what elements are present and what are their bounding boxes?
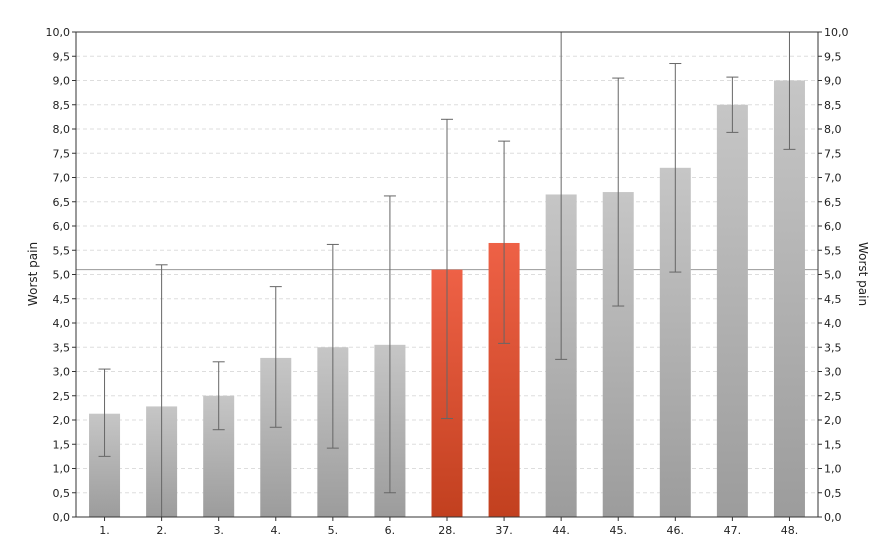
x-tick-label: 48. xyxy=(781,524,799,537)
x-tick-label: 4. xyxy=(271,524,282,537)
y-tick-label: 0,0 xyxy=(824,511,842,524)
y-tick-label: 7,5 xyxy=(53,147,71,160)
y-tick-label: 7,0 xyxy=(53,172,71,185)
x-tick-label: 3. xyxy=(213,524,224,537)
x-tick-label: 44. xyxy=(552,524,570,537)
error-bars xyxy=(98,31,796,518)
y-tick-label: 10,0 xyxy=(824,26,849,39)
y-tick-label: 10,0 xyxy=(46,26,71,39)
y-tick-label: 2,5 xyxy=(824,390,842,403)
bar xyxy=(716,104,748,517)
y-tick-label: 8,0 xyxy=(53,123,71,136)
y-tick-label: 1,0 xyxy=(824,463,842,476)
y-axis-right-label: Worst pain xyxy=(856,242,870,306)
y-tick-label: 4,0 xyxy=(824,317,842,330)
y-tick-label: 3,5 xyxy=(53,341,71,354)
y-tick-label: 1,5 xyxy=(53,438,71,451)
y-tick-label: 8,0 xyxy=(824,123,842,136)
y-tick-label: 1,5 xyxy=(824,438,842,451)
y-tick-label: 5,5 xyxy=(53,244,71,257)
y-tick-label: 0,5 xyxy=(53,487,71,500)
y-tick-label: 5,0 xyxy=(53,269,71,282)
y-axis-right-ticks: 0,0 0,5 1,0 1,5 2,0 2,5 3,0 3,5 4,0 4,5 5,0 5,5 6,0 6… xyxy=(818,26,849,524)
y-tick-label: 6,0 xyxy=(53,220,71,233)
y-tick-label: 2,0 xyxy=(53,414,71,427)
x-tick-label: 5. xyxy=(328,524,339,537)
y-tick-label: 3,5 xyxy=(824,341,842,354)
y-tick-label: 9,0 xyxy=(53,75,71,88)
y-tick-label: 0,5 xyxy=(824,487,842,500)
y-tick-label: 3,0 xyxy=(53,366,71,379)
y-tick-label: 4,5 xyxy=(53,293,71,306)
y-axis-left-ticks: 0,0 0,5 1,0 1,5 2,0 2,5 3,0 3,5 4,0 4,5 5,0 5,5 6,0 6… xyxy=(46,26,76,524)
x-axis-ticks: 1. 2. 3. 4. 5. 6. 28. 37. 44. 45. 46. 47. 48. xyxy=(99,517,798,537)
y-tick-label: 6,5 xyxy=(824,196,842,209)
x-tick-label: 46. xyxy=(667,524,685,537)
y-tick-label: 2,5 xyxy=(53,390,71,403)
y-tick-label: 0,0 xyxy=(53,511,71,524)
x-tick-label: 2. xyxy=(156,524,167,537)
y-tick-label: 9,0 xyxy=(824,75,842,88)
y-tick-label: 4,0 xyxy=(53,317,71,330)
y-tick-label: 7,5 xyxy=(824,147,842,160)
y-tick-label: 9,5 xyxy=(53,50,71,63)
x-tick-label: 37. xyxy=(495,524,513,537)
y-tick-label: 8,5 xyxy=(53,99,71,112)
y-tick-label: 8,5 xyxy=(824,99,842,112)
y-tick-label: 6,5 xyxy=(53,196,71,209)
x-tick-label: 1. xyxy=(99,524,110,537)
y-tick-label: 7,0 xyxy=(824,172,842,185)
bar xyxy=(773,80,805,517)
y-tick-label: 4,5 xyxy=(824,293,842,306)
x-tick-label: 6. xyxy=(385,524,396,537)
y-tick-label: 2,0 xyxy=(824,414,842,427)
y-axis-left-label: Worst pain xyxy=(26,242,40,306)
y-tick-label: 3,0 xyxy=(824,366,842,379)
x-tick-label: 47. xyxy=(724,524,742,537)
x-tick-label: 45. xyxy=(609,524,627,537)
y-tick-label: 1,0 xyxy=(53,463,71,476)
y-tick-label: 5,5 xyxy=(824,244,842,257)
y-tick-label: 5,0 xyxy=(824,269,842,282)
y-tick-label: 9,5 xyxy=(824,50,842,63)
y-tick-label: 6,0 xyxy=(824,220,842,233)
x-tick-label: 28. xyxy=(438,524,456,537)
